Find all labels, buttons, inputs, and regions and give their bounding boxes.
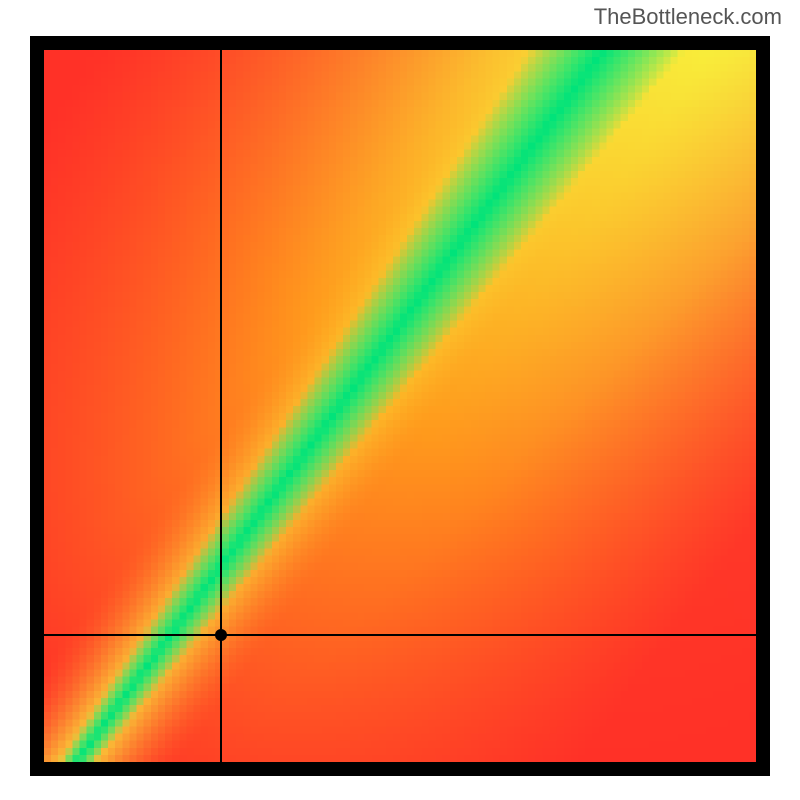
chart-container: TheBottleneck.com [0, 0, 800, 800]
watermark-text: TheBottleneck.com [594, 4, 782, 30]
crosshair-marker [215, 629, 227, 641]
crosshair-vertical [220, 50, 222, 762]
heatmap-canvas [44, 50, 756, 762]
crosshair-horizontal [44, 634, 756, 636]
